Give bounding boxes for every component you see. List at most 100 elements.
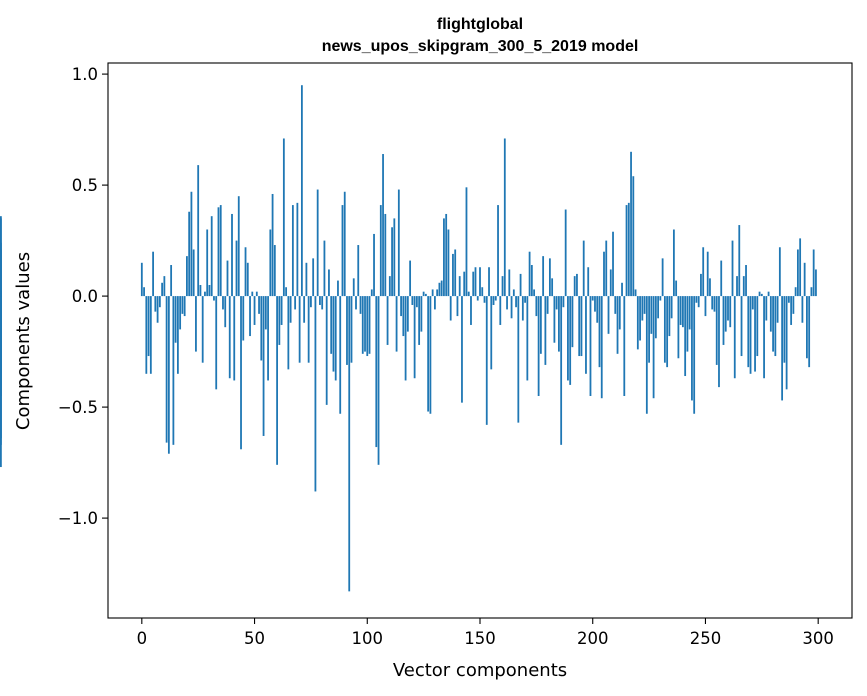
bar xyxy=(287,296,290,370)
bar xyxy=(576,273,578,297)
bar xyxy=(702,247,705,297)
bar xyxy=(803,262,806,297)
bar xyxy=(580,296,583,357)
bar xyxy=(431,289,434,297)
bar xyxy=(454,249,457,297)
bar xyxy=(282,138,285,297)
bar xyxy=(654,296,657,339)
bar xyxy=(659,296,662,301)
bar xyxy=(409,260,412,297)
bar xyxy=(603,251,605,297)
bar xyxy=(269,229,272,297)
bar xyxy=(361,296,364,354)
bar xyxy=(589,296,592,396)
bar xyxy=(727,296,729,321)
bar xyxy=(314,296,317,492)
bar xyxy=(560,296,563,445)
bar xyxy=(465,187,468,297)
bar xyxy=(382,154,384,297)
bar xyxy=(458,276,461,297)
bar xyxy=(260,296,263,361)
bar xyxy=(328,269,330,297)
bar xyxy=(395,296,398,352)
bar xyxy=(521,296,524,321)
x-axis-label: Vector components xyxy=(393,660,567,681)
bar xyxy=(695,296,698,303)
x-tick-label: 200 xyxy=(577,629,609,648)
bar xyxy=(224,296,227,328)
bar xyxy=(485,296,488,425)
x-tick-label: 0 xyxy=(137,629,148,648)
bar xyxy=(190,191,193,297)
bar xyxy=(167,296,170,454)
bar xyxy=(341,205,344,297)
bar xyxy=(357,245,360,297)
bar xyxy=(186,256,188,297)
bar xyxy=(303,296,306,323)
bar xyxy=(147,296,150,357)
bar xyxy=(677,296,680,359)
bar xyxy=(724,296,727,332)
bar xyxy=(546,296,549,314)
bar xyxy=(544,296,547,365)
bar xyxy=(747,296,750,368)
bar xyxy=(636,296,639,350)
bar xyxy=(355,296,357,310)
bar xyxy=(158,296,161,308)
bar xyxy=(526,296,529,381)
bar xyxy=(346,296,348,365)
bar xyxy=(783,296,786,363)
bar xyxy=(452,253,454,297)
bar xyxy=(808,296,811,368)
bar xyxy=(548,258,551,297)
bar xyxy=(508,269,511,297)
bar xyxy=(539,296,542,354)
bar xyxy=(736,276,738,297)
bar xyxy=(350,296,353,363)
bar xyxy=(634,289,637,297)
bar xyxy=(666,296,669,368)
bar xyxy=(772,296,774,352)
bar xyxy=(758,291,761,297)
bar xyxy=(591,296,594,301)
bar xyxy=(704,296,707,317)
bar xyxy=(722,296,725,345)
bar xyxy=(307,296,310,363)
bar xyxy=(415,296,418,308)
bar xyxy=(0,216,2,297)
bar xyxy=(533,289,536,297)
bar xyxy=(278,296,281,345)
bar xyxy=(330,296,333,354)
bar xyxy=(267,296,269,381)
bar xyxy=(688,296,691,330)
bar xyxy=(542,256,545,297)
bar xyxy=(316,189,319,297)
bar xyxy=(729,296,732,328)
x-tick-label: 150 xyxy=(464,629,496,648)
bar xyxy=(366,296,369,357)
bar xyxy=(650,296,653,334)
bar xyxy=(472,271,475,297)
bar xyxy=(377,296,380,465)
bar xyxy=(359,296,362,314)
bar xyxy=(510,296,513,319)
bar xyxy=(149,296,152,374)
bar xyxy=(352,278,355,297)
bar xyxy=(745,265,747,297)
bar xyxy=(298,296,301,363)
bar xyxy=(488,267,490,297)
bar xyxy=(436,289,439,297)
bar xyxy=(424,293,427,297)
bar xyxy=(551,278,554,297)
bar xyxy=(163,276,166,297)
bar xyxy=(801,296,804,323)
bar xyxy=(476,296,479,301)
bar xyxy=(228,296,231,379)
bar xyxy=(319,296,321,305)
bar xyxy=(585,296,587,374)
bar xyxy=(226,260,229,297)
bar xyxy=(391,227,393,297)
bar xyxy=(222,296,224,310)
bar xyxy=(553,296,556,343)
